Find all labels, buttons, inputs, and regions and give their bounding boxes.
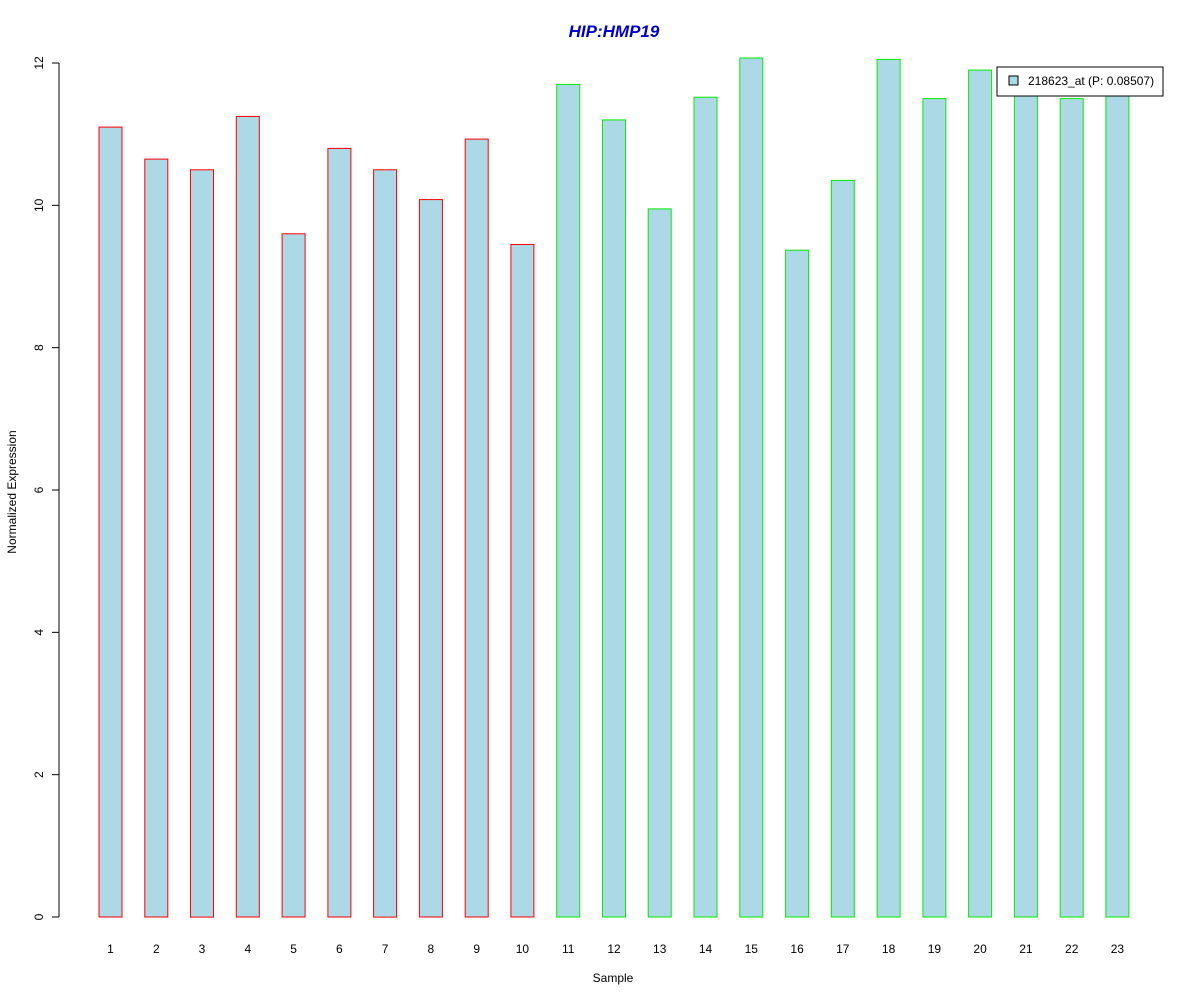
bar-sample-1 (98, 126, 123, 918)
legend-entry: 218623_at (P: 0.08507) (1028, 74, 1154, 88)
x-tick-label: 17 (836, 942, 850, 956)
x-tick-label: 19 (928, 942, 942, 956)
bar-sample-16 (785, 249, 810, 918)
bar-sample-14 (693, 96, 718, 918)
x-tick-label: 1 (107, 942, 114, 956)
x-tick-label: 11 (562, 942, 575, 956)
y-tick-label: 2 (32, 771, 46, 778)
bars (98, 57, 1130, 918)
legend: 218623_at (P: 0.08507) (996, 66, 1164, 97)
x-tick-label: 14 (699, 942, 713, 956)
x-tick-label: 20 (973, 942, 987, 956)
legend-swatch (1008, 75, 1019, 86)
bar-sample-6 (327, 147, 352, 918)
bar-sample-17 (830, 179, 855, 918)
bar-sample-9 (464, 138, 489, 918)
y-tick-label: 0 (32, 913, 46, 920)
bar-sample-8 (418, 199, 443, 918)
x-tick-label: 23 (1111, 942, 1125, 956)
x-tick-label: 7 (382, 942, 389, 956)
x-tick-label: 10 (516, 942, 530, 956)
bar-sample-15 (739, 57, 764, 918)
bar-sample-5 (281, 233, 306, 918)
bar-sample-21 (1013, 91, 1038, 918)
bar-sample-11 (556, 83, 581, 918)
y-axis: 0 2 4 6 8 10 12 (32, 56, 60, 920)
bar-sample-10 (510, 244, 535, 918)
bar-sample-13 (647, 208, 672, 918)
x-tick-label: 18 (882, 942, 896, 956)
y-axis-label: Normalized Expression (5, 430, 19, 553)
chart-title: HIP:HMP19 (569, 22, 660, 41)
y-tick-label: 4 (32, 629, 46, 636)
bar-sample-2 (144, 158, 169, 918)
y-tick-label: 10 (32, 198, 46, 212)
x-tick-label: 22 (1065, 942, 1079, 956)
bar-sample-20 (968, 69, 993, 918)
x-tick-label: 8 (428, 942, 435, 956)
bar-sample-4 (235, 115, 260, 918)
x-tick-label: 15 (745, 942, 759, 956)
x-tick-label: 2 (153, 942, 160, 956)
bar-sample-18 (876, 58, 901, 918)
x-tick-label: 21 (1019, 942, 1033, 956)
bar-sample-22 (1059, 98, 1084, 918)
x-tick-label: 16 (790, 942, 804, 956)
bar-sample-12 (602, 119, 626, 918)
x-tick-label: 12 (607, 942, 621, 956)
x-tick-label: 6 (336, 942, 343, 956)
x-tick-label: 13 (653, 942, 667, 956)
y-tick-label: 8 (32, 344, 46, 351)
bar-sample-3 (190, 169, 214, 918)
x-tick-label: 5 (290, 942, 297, 956)
bar-sample-19 (922, 98, 947, 918)
y-tick-label: 6 (32, 486, 46, 493)
bar-sample-7 (373, 169, 398, 918)
legend-box (996, 66, 1164, 97)
x-tick-label: 3 (199, 942, 206, 956)
x-tick-labels: 1 2 3 4 5 6 7 8 9 10 11 12 13 14 15 16 17 18 19 20 21 22 23 (107, 942, 1124, 956)
x-tick-label: 4 (244, 942, 251, 956)
x-axis-label: Sample (593, 971, 634, 985)
bar-sample-23 (1105, 91, 1130, 918)
x-tick-label: 9 (473, 942, 480, 956)
y-tick-label: 12 (32, 56, 46, 70)
